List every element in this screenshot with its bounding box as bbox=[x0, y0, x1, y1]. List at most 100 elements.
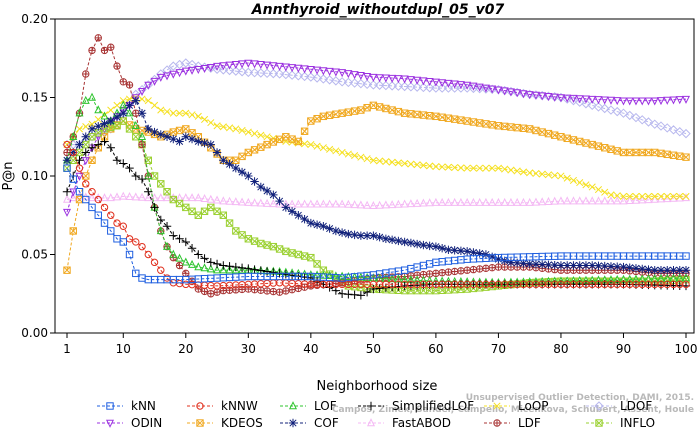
point-ldof bbox=[637, 115, 647, 125]
point-ldof bbox=[431, 83, 441, 93]
point-lof bbox=[344, 271, 353, 280]
point-inflo bbox=[194, 211, 202, 219]
point-kdeos bbox=[251, 146, 259, 154]
point-inflo bbox=[169, 195, 177, 204]
point-kdeos bbox=[576, 137, 584, 146]
legend-label: kNN bbox=[131, 399, 156, 413]
point-fastabod bbox=[406, 199, 415, 208]
point-loop bbox=[576, 179, 584, 187]
point-ldf bbox=[488, 264, 496, 271]
point-ldof bbox=[650, 119, 660, 129]
point-cof bbox=[663, 266, 672, 275]
point-cof bbox=[381, 234, 391, 243]
point-cof bbox=[375, 233, 384, 242]
point-cof bbox=[181, 132, 190, 141]
point-inflo bbox=[438, 286, 446, 294]
point-odin bbox=[394, 75, 403, 84]
point-fastabod bbox=[231, 197, 240, 206]
point-kdeos bbox=[657, 149, 665, 157]
legend-item-cof: COF bbox=[280, 416, 339, 430]
point-simplifiedlof bbox=[119, 159, 128, 168]
point-cof bbox=[112, 112, 122, 122]
point-kdeos bbox=[457, 116, 465, 124]
point-ldof bbox=[412, 82, 422, 92]
point-kdeos bbox=[519, 124, 527, 132]
point-odin bbox=[294, 64, 303, 73]
point-ldf bbox=[432, 270, 440, 277]
point-cof bbox=[344, 229, 353, 239]
point-ldof bbox=[274, 69, 285, 79]
point-cof bbox=[237, 167, 247, 177]
legend-marker bbox=[105, 419, 115, 428]
point-fastabod bbox=[531, 197, 540, 206]
point-fastabod bbox=[313, 199, 322, 208]
point-fastabod bbox=[394, 199, 403, 208]
point-loop bbox=[419, 161, 427, 169]
point-ldof bbox=[312, 73, 322, 83]
point-lof bbox=[138, 131, 147, 140]
point-ldof bbox=[662, 123, 672, 133]
point-knn bbox=[119, 238, 127, 246]
point-ldof bbox=[249, 67, 260, 78]
x-tick-label: 30 bbox=[241, 342, 256, 356]
point-fastabod bbox=[450, 197, 459, 206]
point-loop bbox=[157, 106, 165, 114]
point-ldof bbox=[387, 81, 397, 91]
x-tick-label: 20 bbox=[178, 342, 193, 356]
point-odin bbox=[131, 94, 140, 103]
legend-label: ODIN bbox=[131, 416, 162, 430]
point-cof bbox=[175, 137, 184, 146]
point-odin bbox=[62, 208, 72, 217]
point-lof bbox=[131, 120, 140, 129]
point-cof bbox=[131, 96, 140, 105]
point-ldof bbox=[618, 108, 629, 118]
legend-marker bbox=[594, 401, 604, 411]
point-ldof bbox=[343, 77, 354, 88]
point-cof bbox=[319, 222, 328, 231]
point-loop bbox=[501, 165, 509, 173]
point-odin bbox=[625, 97, 634, 106]
point-odin bbox=[419, 77, 428, 86]
point-loop bbox=[663, 192, 671, 200]
point-cof bbox=[431, 242, 441, 251]
point-cof bbox=[512, 258, 522, 268]
point-odin bbox=[425, 77, 434, 86]
point-simplifiedlof bbox=[137, 174, 147, 184]
point-kdeos bbox=[557, 133, 565, 141]
point-kdeos bbox=[88, 156, 96, 164]
point-ldof bbox=[462, 83, 472, 93]
point-inflo bbox=[188, 207, 196, 215]
point-ldof bbox=[424, 83, 435, 93]
point-cof bbox=[494, 255, 503, 264]
point-fastabod bbox=[225, 196, 234, 205]
point-knnw bbox=[157, 266, 165, 274]
point-kdeos bbox=[75, 195, 84, 204]
point-cof bbox=[369, 231, 378, 240]
point-ldf bbox=[457, 267, 465, 275]
point-fastabod bbox=[188, 193, 197, 202]
point-fastabod bbox=[244, 197, 253, 206]
point-cof bbox=[437, 244, 447, 253]
point-odin bbox=[163, 72, 172, 81]
point-kdeos bbox=[513, 124, 521, 132]
point-loop bbox=[357, 153, 365, 161]
point-fastabod bbox=[644, 195, 653, 204]
point-loop bbox=[319, 144, 327, 152]
point-inflo bbox=[244, 235, 252, 243]
point-loop bbox=[388, 158, 396, 166]
point-fastabod bbox=[575, 196, 584, 205]
point-simplifiedlof bbox=[169, 231, 178, 240]
point-fastabod bbox=[475, 197, 484, 206]
legend-marker bbox=[595, 419, 603, 427]
point-ldof bbox=[587, 100, 597, 111]
point-inflo bbox=[132, 133, 140, 141]
point-ldof bbox=[293, 71, 304, 81]
point-ldf bbox=[94, 34, 102, 42]
point-inflo bbox=[207, 203, 215, 211]
point-ldof bbox=[393, 81, 404, 91]
point-cof bbox=[169, 134, 178, 144]
point-odin bbox=[275, 62, 284, 71]
legend-item-fastabod: FastABOD bbox=[358, 416, 451, 430]
point-ldof bbox=[656, 121, 666, 131]
legend-item-ldf: LDF bbox=[484, 416, 541, 430]
